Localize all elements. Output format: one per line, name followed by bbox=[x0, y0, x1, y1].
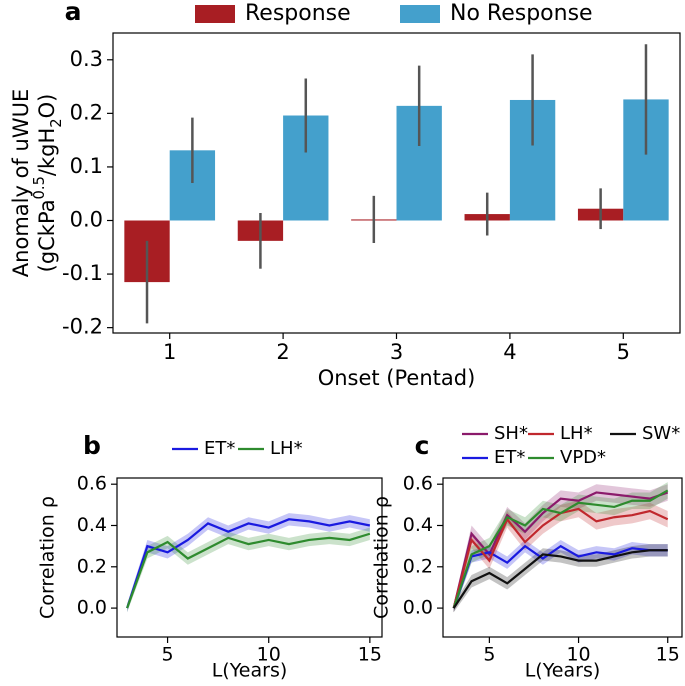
legend-swatch bbox=[400, 5, 440, 23]
y-tick-label: 0.3 bbox=[70, 47, 103, 71]
x-tick-label: 5 bbox=[162, 644, 174, 666]
x-tick-label: 4 bbox=[503, 340, 516, 364]
panel-label: c bbox=[415, 431, 430, 460]
confidence-band bbox=[453, 539, 668, 613]
x-tick-label: 10 bbox=[566, 644, 590, 666]
confidence-band bbox=[127, 527, 370, 613]
y-axis-units-part: /kgH bbox=[35, 128, 59, 176]
panel-label: a bbox=[65, 0, 82, 26]
y-tick-label: 0.2 bbox=[77, 555, 107, 577]
legend-label: SW* bbox=[642, 423, 680, 444]
legend-label: No Response bbox=[450, 1, 593, 26]
legend-label: LH* bbox=[560, 423, 593, 444]
y-tick-label: 0.1 bbox=[70, 154, 103, 178]
y-tick-label: 0.2 bbox=[403, 555, 433, 577]
x-axis-label: L(Years) bbox=[212, 660, 288, 682]
y-axis-label: Anomaly of uWUE bbox=[9, 89, 33, 277]
y-axis-units-part: 2 bbox=[48, 118, 65, 127]
line bbox=[126, 518, 371, 609]
y-axis-label: Correlation ρ bbox=[371, 496, 393, 619]
y-tick-label: 0.0 bbox=[77, 597, 107, 619]
x-tick-label: 15 bbox=[656, 644, 680, 666]
x-tick-label: 5 bbox=[483, 644, 495, 666]
x-tick-label: 5 bbox=[617, 340, 630, 364]
x-tick-label: 3 bbox=[390, 340, 403, 364]
line bbox=[452, 491, 669, 609]
line bbox=[452, 544, 668, 609]
x-axis-label: L(Years) bbox=[525, 660, 601, 682]
y-tick-label: -0.2 bbox=[62, 315, 103, 339]
y-tick-label: 0.4 bbox=[77, 514, 107, 536]
line bbox=[452, 489, 669, 609]
plot-frame bbox=[442, 477, 683, 638]
legend-label: VPD* bbox=[560, 447, 606, 468]
legend-label: ET* bbox=[494, 447, 525, 468]
legend-label: Response bbox=[245, 1, 351, 26]
y-tick-label: 0.4 bbox=[403, 514, 433, 536]
y-tick-label: 0.6 bbox=[77, 473, 107, 495]
x-tick-label: 1 bbox=[163, 340, 176, 364]
plot-frame bbox=[112, 32, 681, 334]
y-axis-units-part: O) bbox=[35, 94, 59, 119]
y-axis-units-part: 0.5 bbox=[31, 176, 48, 199]
y-tick-label: 0.2 bbox=[70, 100, 103, 124]
panel-label: b bbox=[83, 431, 101, 460]
y-tick-label: 0.0 bbox=[70, 208, 103, 232]
legend-label: SH* bbox=[494, 423, 528, 444]
x-axis-label: Onset (Pentad) bbox=[318, 366, 476, 390]
plot-frame bbox=[116, 477, 383, 638]
y-axis-units-part: (gCkPa bbox=[35, 199, 59, 272]
y-axis-label: Correlation ρ bbox=[37, 496, 59, 619]
confidence-band bbox=[453, 544, 668, 613]
legend-label: LH* bbox=[270, 438, 303, 459]
y-axis-units: (gCkPa0.5/kgH2O) bbox=[31, 94, 65, 273]
line bbox=[452, 549, 668, 609]
y-tick-label: 0.0 bbox=[403, 597, 433, 619]
line bbox=[126, 532, 371, 609]
legend-label: ET* bbox=[204, 438, 235, 459]
confidence-band bbox=[127, 513, 370, 613]
x-tick-label: 15 bbox=[358, 644, 382, 666]
y-tick-label: 0.6 bbox=[403, 473, 433, 495]
legend-swatch bbox=[195, 5, 235, 23]
x-tick-label: 10 bbox=[257, 644, 281, 666]
x-tick-label: 2 bbox=[276, 340, 289, 364]
y-tick-label: -0.1 bbox=[62, 261, 103, 285]
